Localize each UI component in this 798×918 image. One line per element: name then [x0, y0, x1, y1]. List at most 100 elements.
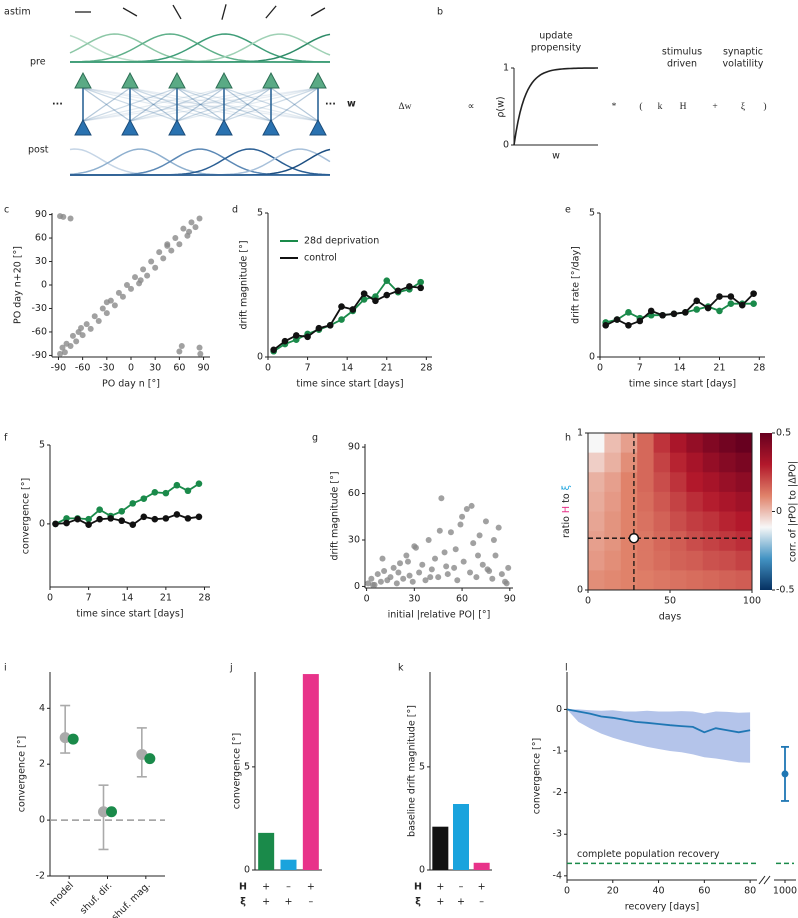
point: [484, 566, 491, 573]
series-marker: [151, 489, 159, 496]
x-tick-label: 0: [128, 363, 134, 374]
series-marker: [63, 515, 70, 522]
y-axis-label-part: ξ: [561, 485, 572, 490]
heatmap-cell: [735, 472, 753, 493]
connection: [176, 87, 319, 122]
y-axis-label: baseline drift magnitude [°]: [407, 705, 418, 837]
y-tick-label: -60: [31, 326, 47, 337]
point: [435, 574, 442, 581]
stimulus-bar: [310, 7, 326, 17]
axis-break: [758, 875, 766, 885]
y-tick-label: 60: [348, 488, 360, 499]
x-tick-label: 20: [607, 886, 619, 897]
stim-label: stim: [10, 7, 31, 18]
pre-neuron: [121, 71, 139, 89]
inset-y-tick-label: 1: [503, 63, 509, 74]
point: [460, 558, 467, 565]
y-axis-label: convergence [°]: [232, 733, 243, 809]
point: [137, 277, 144, 284]
point: [495, 524, 502, 531]
y-axis-label-part: ratio: [561, 516, 572, 538]
point: [419, 561, 426, 568]
inset-title: propensity: [531, 43, 582, 54]
outlier-point: [781, 770, 789, 778]
heatmap-cell: [702, 531, 720, 552]
series-marker: [195, 513, 203, 521]
series-marker: [118, 517, 126, 525]
series-marker: [613, 316, 621, 323]
condition-sign: –: [308, 897, 313, 908]
series-marker: [693, 297, 701, 305]
condition-sign: –: [459, 882, 464, 893]
heatmap-cell: [686, 433, 704, 454]
connection: [82, 87, 319, 122]
heatmap-cell: [670, 531, 687, 552]
x-axis-label: recovery [days]: [625, 902, 699, 913]
connection: [223, 87, 272, 122]
panel-label: h: [565, 433, 571, 444]
panel-label: i: [4, 663, 7, 674]
point: [416, 569, 423, 576]
series-marker: [129, 521, 137, 528]
point: [178, 343, 185, 350]
x-tick-label: 40: [653, 886, 665, 897]
point: [393, 580, 400, 587]
heatmap-cell: [653, 570, 671, 591]
heatmap-cell: [653, 491, 671, 512]
post-label: post: [28, 145, 49, 156]
heatmap-cell: [588, 531, 605, 552]
point: [395, 569, 402, 576]
x-tick-label: 14: [341, 363, 353, 374]
point: [374, 571, 381, 578]
close-paren: ): [763, 101, 766, 112]
point: [67, 733, 79, 745]
heatmap-cell: [620, 511, 638, 532]
y-tick-label: 5: [257, 208, 263, 219]
y-tick-label: -30: [31, 303, 47, 314]
heatmap-cell: [670, 491, 687, 512]
colorbar-tick-label: 0.5: [776, 428, 791, 439]
point: [180, 225, 187, 232]
point: [482, 518, 489, 525]
panel-label: b: [437, 7, 443, 18]
y-tick-label: 30: [35, 256, 47, 267]
point: [168, 247, 175, 254]
x-tick-label: 0: [265, 363, 271, 374]
H-term: H: [680, 102, 687, 112]
weight-label: w: [347, 99, 356, 110]
point: [474, 552, 481, 559]
y-tick-label: 30: [348, 535, 360, 546]
series-marker: [602, 322, 609, 329]
y-tick-label: 0: [39, 518, 45, 529]
point: [467, 569, 474, 576]
condition-sign: +: [478, 882, 486, 893]
connection: [129, 87, 272, 122]
heatmap-cell: [637, 570, 655, 591]
heatmap-cell: [637, 531, 655, 552]
series-marker: [270, 346, 277, 354]
x-tick-label: 28: [753, 363, 765, 374]
heatmap-cell: [735, 570, 753, 591]
point: [463, 506, 470, 513]
series-marker: [107, 515, 114, 522]
panel-label: g: [312, 433, 318, 444]
panel-label: l: [565, 663, 568, 674]
point: [409, 578, 416, 585]
post-neuron: [168, 118, 186, 136]
y-tick-label: 4: [39, 703, 45, 714]
bar: [280, 859, 297, 870]
point: [67, 343, 74, 350]
point: [459, 513, 466, 520]
y-tick-label: 5: [419, 761, 425, 772]
stimulus-bar: [265, 5, 277, 19]
heatmap-cell: [719, 570, 737, 591]
point: [406, 572, 413, 579]
point: [123, 282, 130, 288]
point: [172, 235, 179, 242]
point: [492, 552, 499, 559]
y-tick-label: 2: [39, 759, 45, 770]
connection: [129, 87, 272, 122]
series-marker: [96, 506, 103, 513]
series-marker: [636, 317, 644, 325]
